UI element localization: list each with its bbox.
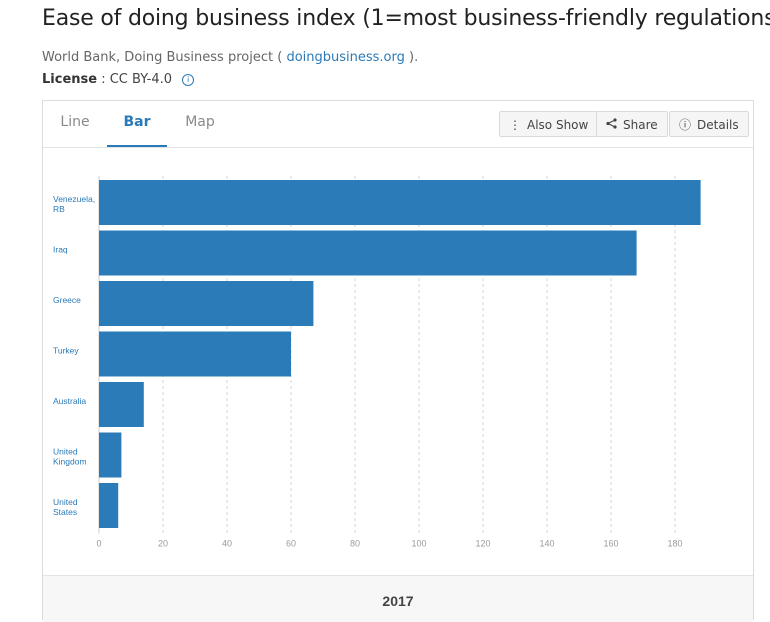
year-footer: 2017	[43, 575, 753, 622]
bar[interactable]	[99, 230, 637, 276]
tab-bar[interactable]: Bar	[107, 101, 167, 147]
bar[interactable]	[99, 432, 122, 478]
tab-line[interactable]: Line	[43, 101, 107, 145]
bar[interactable]	[99, 331, 291, 377]
page-title: Ease of doing business index (1=most bus…	[42, 6, 770, 31]
x-tick-label: 100	[411, 539, 426, 549]
bar[interactable]	[99, 382, 144, 427]
category-label: States	[53, 507, 77, 517]
info-circle-icon: ⓘ	[679, 118, 692, 132]
category-label: Kingdom	[53, 457, 87, 467]
bar[interactable]	[99, 180, 701, 225]
bar[interactable]	[99, 281, 314, 326]
category-label: RB	[53, 204, 65, 214]
x-tick-label: 60	[286, 539, 296, 549]
view-tabs: Line Bar Map ⋮ Also Show Share ⓘ Details	[43, 101, 753, 148]
tab-map[interactable]: Map	[173, 101, 227, 145]
tab-map-label: Map	[185, 114, 215, 130]
share-label: Share	[623, 118, 658, 132]
source-suffix: ).	[409, 50, 419, 65]
category-label: Iraq	[53, 245, 68, 255]
source-prefix: World Bank, Doing Business project (	[42, 50, 283, 65]
x-tick-label: 40	[222, 539, 232, 549]
also-show-button[interactable]: ⋮ Also Show	[499, 111, 599, 137]
source-link[interactable]: doingbusiness.org	[286, 50, 405, 65]
category-label: United	[53, 447, 78, 457]
details-button[interactable]: ⓘ Details	[669, 111, 749, 137]
x-tick-label: 180	[667, 539, 682, 549]
license-label: License	[42, 72, 98, 87]
share-icon	[606, 112, 617, 138]
x-tick-label: 0	[96, 539, 101, 549]
x-tick-label: 120	[475, 539, 490, 549]
x-tick-label: 140	[539, 539, 554, 549]
also-show-label: Also Show	[527, 118, 589, 132]
tab-line-label: Line	[60, 114, 90, 130]
share-button[interactable]: Share	[596, 111, 668, 137]
license-value: : CC BY-4.0	[101, 72, 172, 87]
category-label: Turkey	[53, 346, 79, 356]
x-tick-label: 160	[603, 539, 618, 549]
category-label: Greece	[53, 295, 81, 305]
details-label: Details	[697, 118, 739, 132]
bar-chart: 0 20 40 60 80 100 120 140 160 180 Venezuela,RB Iraq…	[53, 176, 701, 549]
category-label: United	[53, 497, 78, 507]
info-icon[interactable]: i	[182, 74, 195, 86]
more-vertical-icon: ⋮	[509, 118, 521, 132]
year-label: 2017	[382, 593, 414, 609]
category-label: Venezuela,	[53, 194, 95, 204]
tab-bar-label: Bar	[123, 114, 151, 130]
bar[interactable]	[99, 483, 119, 528]
chart-panel: Line Bar Map ⋮ Also Show Share ⓘ Details 0…	[42, 100, 754, 622]
source-line: World Bank, Doing Business project ( doi…	[42, 50, 418, 65]
x-tick-label: 80	[350, 539, 360, 549]
category-label: Australia	[53, 396, 86, 406]
license-line: License : CC BY-4.0 i	[42, 72, 195, 87]
x-tick-label: 20	[158, 539, 168, 549]
